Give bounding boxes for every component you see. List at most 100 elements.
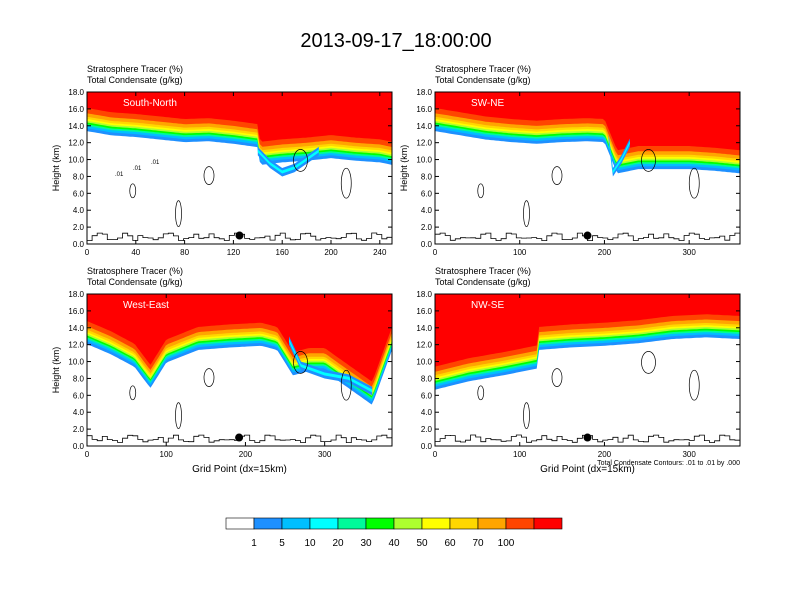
colorbar: 1 5 10 20 30 40 50 60 70 100	[225, 517, 563, 549]
panel-subtitle: Stratosphere Tracer (%)	[435, 64, 531, 74]
colorbar-swatch	[505, 517, 535, 530]
ytick-label: 16.0	[68, 105, 84, 114]
ytick-label: 18.0	[416, 88, 432, 97]
colorbar-label: 5	[279, 538, 285, 549]
ytick-label: 14.0	[416, 122, 432, 131]
xtick-label: 0	[433, 450, 438, 459]
xtick-label: 100	[160, 450, 174, 459]
condensate-contour	[551, 368, 563, 387]
xtick-label: 240	[373, 248, 387, 257]
ytick-label: 10.0	[416, 358, 432, 367]
colorbar-swatch	[477, 517, 507, 530]
ytick-label: 12.0	[416, 139, 432, 148]
intrusion-tongue	[257, 146, 319, 177]
colorbar-swatch	[225, 517, 255, 530]
condensate-contour	[688, 369, 700, 401]
ytick-label: 16.0	[68, 307, 84, 316]
xtick-label: 300	[318, 450, 332, 459]
xtick-label: 200	[239, 450, 253, 459]
xtick-label: 40	[131, 248, 140, 257]
condensate-contour	[129, 385, 137, 401]
ytick-label: 4.0	[421, 206, 433, 215]
plot-area	[435, 294, 740, 446]
colorbar-label: 30	[360, 538, 372, 549]
plot-area	[87, 92, 392, 244]
tracer-core	[87, 92, 392, 141]
ytick-label: 2.0	[73, 223, 85, 232]
condensate-contour	[203, 166, 215, 185]
panel-subtitle: Stratosphere Tracer (%)	[87, 266, 183, 276]
ytick-label: 8.0	[421, 374, 433, 383]
ytick-label: 18.0	[68, 290, 84, 299]
colorbar-label: 20	[332, 538, 344, 549]
condensate-contour	[203, 368, 215, 387]
ytick-label: 0.0	[73, 442, 85, 451]
ytick-label: 14.0	[416, 324, 432, 333]
colorbar-label: 40	[388, 538, 400, 549]
colorbar-swatch	[393, 517, 423, 530]
xtick-label: 100	[513, 450, 527, 459]
ytick-label: 0.0	[421, 240, 433, 249]
colorbar-swatch	[449, 517, 479, 530]
ytick-label: 10.0	[68, 156, 84, 165]
xtick-label: 200	[598, 248, 612, 257]
ytick-label: 4.0	[421, 408, 433, 417]
xtick-label: 120	[227, 248, 241, 257]
condensate-contour	[175, 402, 182, 429]
condensate-contour	[340, 167, 352, 199]
condensate-contour	[293, 149, 308, 172]
ytick-label: 4.0	[73, 206, 85, 215]
ytick-label: 16.0	[416, 307, 432, 316]
ytick-label: 8.0	[73, 374, 85, 383]
ytick-label: 2.0	[421, 223, 433, 232]
colorbar-swatch	[309, 517, 339, 530]
colorbar-swatch	[365, 517, 395, 530]
tracer-core	[435, 294, 740, 365]
panel-subtitle: Stratosphere Tracer (%)	[87, 64, 183, 74]
panel-2: 0.0 2.0 4.0 6.0 8.0 10.0 12.0 14.0 16.0 18.0 0 100 2…	[51, 266, 393, 475]
ytick-label: 0.0	[73, 240, 85, 249]
panel-label: NW-SE	[471, 300, 504, 311]
panel-subtitle: Total Condensate (g/kg)	[435, 75, 531, 85]
panel-label: West-East	[123, 300, 169, 311]
panel-0: 0.0 2.0 4.0 6.0 8.0 10.0 12.0 14.0 16.0 18.0 0 40 80…	[51, 64, 393, 257]
footnote: Total Condensate Contours: .01 to .01 by…	[597, 460, 740, 467]
condensate-contour	[523, 402, 530, 429]
xtick-label: 160	[276, 248, 290, 257]
colorbar-label: 60	[444, 538, 456, 549]
plot-area	[435, 92, 740, 244]
panel-subtitle: Total Condensate (g/kg)	[435, 277, 531, 287]
ytick-label: 6.0	[73, 189, 85, 198]
ytick-label: 8.0	[421, 172, 433, 181]
condensate-contour	[340, 369, 352, 401]
location-marker	[583, 433, 592, 442]
ytick-label: 10.0	[416, 156, 432, 165]
ytick-label: 14.0	[68, 122, 84, 131]
panel-1: 0.0 2.0 4.0 6.0 8.0 10.0 12.0 14.0 16.0 18.0 0 100 2…	[399, 64, 741, 257]
condensate-contour	[293, 351, 308, 374]
panel-label: SW-NE	[471, 98, 504, 109]
colorbar-label: 100	[498, 538, 515, 549]
intrusion-core	[289, 338, 373, 393]
xtick-label: 0	[85, 450, 90, 459]
plot-frame	[86, 293, 393, 447]
plot-frame	[434, 293, 741, 447]
figure-title: 2013-09-17_18:00:00	[300, 30, 492, 52]
colorbar-label: 10	[304, 538, 316, 549]
xlabel: Grid Point (dx=15km)	[540, 464, 635, 475]
panel-label: South-North	[123, 98, 177, 109]
panel-subtitle: Total Condensate (g/kg)	[87, 277, 183, 287]
contour-label: .01	[115, 172, 124, 178]
xtick-label: 300	[682, 450, 696, 459]
tracer-core	[87, 294, 392, 380]
plot-area	[87, 294, 392, 446]
colorbar-swatch	[337, 517, 367, 530]
ytick-label: 12.0	[68, 341, 84, 350]
location-marker	[583, 231, 592, 240]
intrusion-core	[257, 149, 319, 174]
xtick-label: 200	[324, 248, 338, 257]
ytick-label: 18.0	[68, 88, 84, 97]
condensate-contour	[641, 149, 656, 172]
panel-subtitle: Total Condensate (g/kg)	[87, 75, 183, 85]
